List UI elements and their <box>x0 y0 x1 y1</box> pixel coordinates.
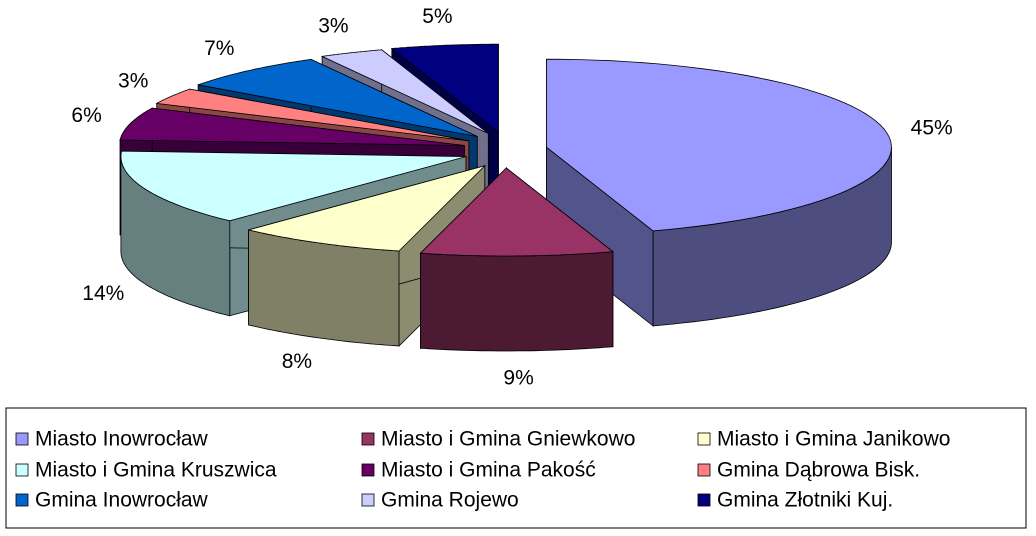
slice <box>546 58 892 232</box>
slice <box>197 58 478 137</box>
legend-swatch <box>361 463 375 477</box>
data-label: 9% <box>503 366 533 389</box>
slice <box>155 88 469 142</box>
slice <box>119 107 465 146</box>
legend-label: Miasto i Gmina Janikowo <box>717 428 950 451</box>
slice <box>390 43 499 134</box>
slice <box>419 167 614 257</box>
data-label: 8% <box>282 350 312 373</box>
legend-label: Gmina Złotniki Kuj. <box>717 489 893 512</box>
slice <box>320 49 489 134</box>
legend-swatch <box>361 432 375 446</box>
legend-swatch <box>15 463 29 477</box>
legend-swatch <box>361 493 375 507</box>
data-label: 45% <box>911 117 953 140</box>
data-label: 5% <box>422 5 452 28</box>
legend-label: Miasto Inowrocław <box>35 428 209 451</box>
legend-swatch <box>697 432 711 446</box>
legend-swatch <box>15 432 29 446</box>
data-label: 14% <box>82 282 124 305</box>
legend-swatch <box>697 463 711 477</box>
legend-swatch <box>15 493 29 507</box>
data-label: 3% <box>318 15 348 38</box>
legend-label: Miasto i Gmina Gniewkowo <box>381 428 635 451</box>
legend-swatch <box>697 493 711 507</box>
legend-label: Miasto i Gmina Pakość <box>381 459 596 482</box>
legend-label: Gmina Dąbrowa Bisk. <box>717 459 920 482</box>
slice-side <box>420 251 614 352</box>
slice <box>248 165 487 252</box>
legend-label: Gmina Rojewo <box>381 489 519 512</box>
legend-box <box>5 407 1027 529</box>
legend-label: Gmina Inowrocław <box>35 489 209 512</box>
slice <box>120 150 467 222</box>
legend-label: Miasto i Gmina Kruszwica <box>35 459 277 482</box>
data-label: 6% <box>71 104 101 127</box>
data-label: 7% <box>204 37 234 60</box>
data-label: 3% <box>118 69 148 92</box>
